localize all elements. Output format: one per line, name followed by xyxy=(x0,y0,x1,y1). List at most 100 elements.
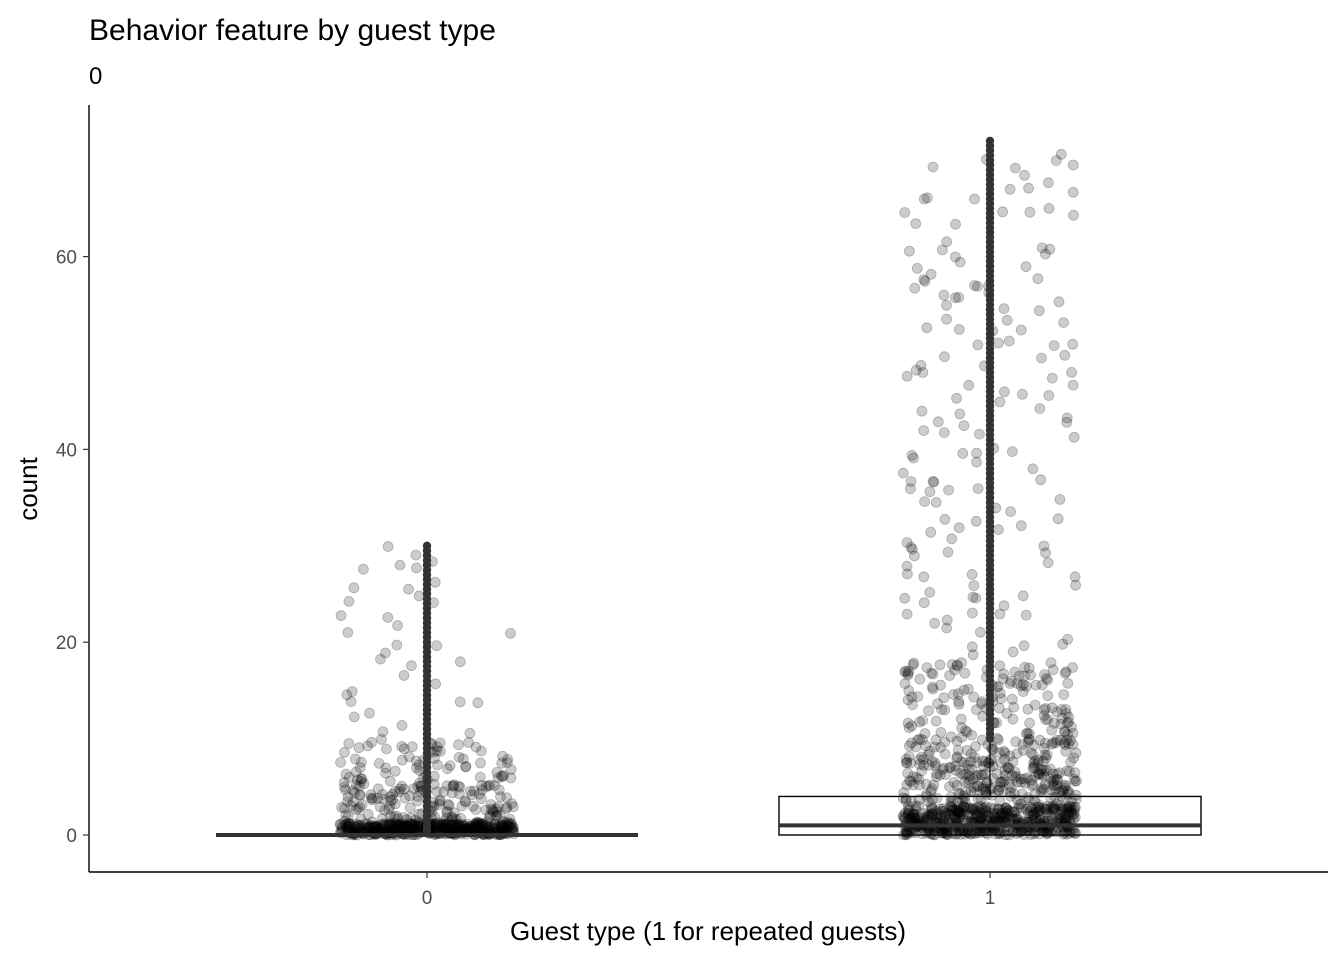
jitter-point xyxy=(463,737,475,748)
jitter-point xyxy=(431,759,443,771)
jitter-point xyxy=(392,620,404,631)
jitter-point xyxy=(1049,773,1061,785)
jitter-point xyxy=(956,801,967,812)
jitter-point xyxy=(910,741,922,753)
jitter-point xyxy=(1046,702,1058,714)
jitter-point xyxy=(1062,633,1073,645)
jitter-point xyxy=(924,587,936,598)
jitter-point xyxy=(445,819,457,831)
jitter-point xyxy=(1048,802,1060,814)
jitter-point xyxy=(412,791,424,802)
jitter-point xyxy=(967,591,979,603)
jitter-point xyxy=(924,486,936,498)
jitter-point xyxy=(1068,431,1080,443)
jitter-point xyxy=(448,807,460,819)
jitter-point xyxy=(955,808,967,820)
jitter-point xyxy=(945,801,957,813)
jitter-point xyxy=(355,773,367,785)
jitter-point xyxy=(919,728,931,739)
jitter-point xyxy=(437,818,449,830)
jitter-point xyxy=(1038,742,1050,754)
jitter-point xyxy=(931,792,943,804)
jitter-point xyxy=(408,783,420,794)
jitter-point xyxy=(504,813,516,825)
outlier-point xyxy=(985,136,995,146)
jitter-point xyxy=(1027,749,1039,761)
jitter-point xyxy=(993,524,1004,535)
jitter-point xyxy=(966,729,978,741)
jitter-point xyxy=(442,799,454,810)
jitter-point xyxy=(1069,767,1081,779)
jitter-point xyxy=(1061,765,1073,777)
jitter-point xyxy=(1024,801,1035,813)
jitter-point xyxy=(971,757,983,768)
jitter-point xyxy=(999,386,1010,398)
jitter-point xyxy=(967,802,979,814)
jitter-point xyxy=(927,810,939,821)
jitter-point xyxy=(905,483,916,495)
jitter-point xyxy=(922,192,933,204)
jitter-point xyxy=(962,683,974,695)
jitter-point xyxy=(1040,248,1051,260)
jitter-point xyxy=(350,779,362,791)
jitter-point xyxy=(925,667,937,679)
jitter-point xyxy=(963,764,975,775)
jitter-point xyxy=(975,811,986,823)
jitter-point xyxy=(429,576,441,588)
jitter-point xyxy=(1006,770,1018,781)
jitter-point xyxy=(1068,773,1080,785)
jitter-point xyxy=(1022,772,1033,784)
jitter-point xyxy=(392,820,404,832)
jitter-point xyxy=(899,592,911,604)
jitter-point xyxy=(376,813,388,824)
jitter-point xyxy=(344,821,356,832)
jitter-point xyxy=(961,726,973,738)
jitter-point xyxy=(1066,366,1077,378)
jitter-point xyxy=(497,816,509,827)
jitter-point xyxy=(901,608,913,620)
jitter-point xyxy=(953,291,964,303)
jitter-point xyxy=(926,783,938,794)
jitter-point xyxy=(950,218,961,230)
jitter-point xyxy=(1060,704,1072,715)
jitter-point xyxy=(1003,779,1015,791)
jitter-point xyxy=(1021,728,1032,740)
jitter-point xyxy=(970,741,981,752)
jitter-point xyxy=(434,737,446,749)
jitter-point xyxy=(998,600,1010,612)
jitter-point xyxy=(957,794,968,806)
jitter-point xyxy=(497,771,508,783)
y-axis-title: count xyxy=(13,456,43,520)
jitter-point xyxy=(993,337,1004,349)
jitter-point xyxy=(433,799,445,810)
jitter-point xyxy=(952,805,964,816)
jitter-point xyxy=(403,583,415,595)
jitter-point xyxy=(472,818,484,829)
jitter-point xyxy=(1017,739,1029,750)
jitter-point xyxy=(1028,762,1040,774)
jitter-point xyxy=(407,819,418,831)
jitter-point xyxy=(470,819,482,831)
jitter-point xyxy=(1038,704,1050,716)
jitter-point xyxy=(1038,771,1050,783)
jitter-point xyxy=(918,812,930,824)
jitter-point xyxy=(952,807,964,818)
jitter-point xyxy=(495,791,506,803)
jitter-point xyxy=(451,819,463,831)
jitter-point xyxy=(1048,801,1060,812)
jitter-point xyxy=(972,808,983,820)
jitter-point xyxy=(1065,756,1076,768)
jitter-point xyxy=(384,775,396,787)
jitter-point xyxy=(496,822,508,833)
jitter-point xyxy=(967,649,979,661)
x-tick-label: 0 xyxy=(422,888,433,909)
jitter-point xyxy=(995,693,1007,704)
jitter-point xyxy=(394,783,406,795)
jitter-point xyxy=(447,781,459,792)
jitter-point xyxy=(489,818,501,830)
jitter-point xyxy=(1068,209,1079,221)
jitter-point xyxy=(1029,807,1041,818)
jitter-point xyxy=(902,809,914,820)
jitter-point xyxy=(445,819,457,831)
jitter-point xyxy=(909,550,920,562)
